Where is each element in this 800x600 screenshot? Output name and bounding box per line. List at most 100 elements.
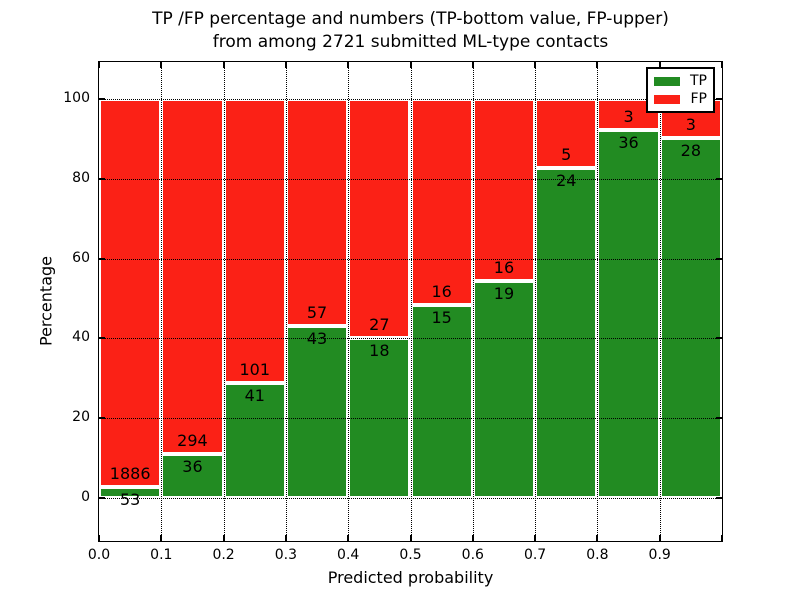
x-tick-mark <box>721 535 723 541</box>
y-tick-mark <box>716 496 722 499</box>
y-tick-mark <box>716 417 722 420</box>
tp-count-label: 28 <box>680 140 702 160</box>
y-tick-mark <box>99 417 105 420</box>
v-gridline <box>597 62 599 541</box>
x-tick-mark <box>222 535 225 541</box>
y-tick-label: 40 <box>72 329 90 346</box>
y-tick-label: 100 <box>63 90 90 107</box>
x-tick-label: 0.4 <box>337 547 360 563</box>
fp-bar-segment <box>99 99 162 487</box>
v-gridline <box>659 62 661 541</box>
x-tick-mark <box>409 62 412 68</box>
x-tick-mark <box>596 535 599 541</box>
x-tick-mark <box>471 62 474 68</box>
legend-swatch-fp <box>654 94 680 104</box>
x-tick-label: 0.3 <box>274 547 298 563</box>
tp-count-label: 15 <box>431 307 452 327</box>
x-tick-mark <box>98 62 100 68</box>
x-tick-mark <box>409 535 412 541</box>
fp-count-label: 3 <box>623 106 634 126</box>
v-gridline <box>535 62 537 541</box>
x-tick-mark <box>347 62 350 68</box>
x-tick-label: 0.1 <box>150 547 173 563</box>
y-tick-mark <box>99 257 105 260</box>
y-tick-label: 20 <box>72 409 90 426</box>
tp-count-label: 41 <box>244 385 265 405</box>
x-tick-mark <box>471 535 474 541</box>
x-tick-label: 0.6 <box>461 547 484 563</box>
y-tick-mark <box>99 177 105 180</box>
v-gridline <box>285 62 287 541</box>
fp-bar-segment <box>410 99 473 305</box>
x-tick-mark <box>534 535 537 541</box>
y-tick-label: 80 <box>72 169 90 186</box>
v-gridline <box>223 62 225 541</box>
v-gridline <box>348 62 350 541</box>
x-tick-label: 0.2 <box>212 547 235 563</box>
tp-bar-segment <box>223 382 286 498</box>
fp-bar-segment <box>348 99 411 339</box>
y-tick-mark <box>716 257 722 260</box>
fp-count-label: 5 <box>561 144 572 164</box>
tp-bar-segment <box>161 454 224 498</box>
legend-row-tp: TP <box>654 74 707 88</box>
x-tick-mark <box>658 62 661 68</box>
plot-area: 1886 53 294 36 101 41 57 43 27 18 16 15 16 19 5 24 3 36 3 2… <box>98 61 723 542</box>
legend-swatch-tp <box>654 76 680 86</box>
y-tick-label: 0 <box>81 488 90 505</box>
tp-bar-segment <box>535 167 598 498</box>
v-gridline <box>472 62 474 541</box>
x-tick-mark <box>347 535 350 541</box>
y-tick-mark <box>716 177 722 180</box>
fp-count-label: 27 <box>369 315 390 335</box>
fp-count-label: 57 <box>306 303 328 323</box>
tp-count-label: 18 <box>369 341 390 361</box>
tp-count-label: 36 <box>182 457 203 477</box>
fp-bar-segment <box>223 99 286 383</box>
x-tick-mark <box>222 62 225 68</box>
legend-label-fp: FP <box>690 91 708 107</box>
x-tick-mark <box>160 535 163 541</box>
tp-count-label: 36 <box>618 132 639 152</box>
fp-count-label: 1886 <box>109 464 151 484</box>
x-tick-mark <box>98 535 100 541</box>
tp-count-label: 43 <box>306 329 328 349</box>
x-tick-mark <box>596 62 599 68</box>
tp-bar-segment <box>659 137 722 498</box>
fp-bar-segment <box>535 99 598 168</box>
legend: TP FP <box>646 67 715 113</box>
tp-count-label: 53 <box>119 490 141 510</box>
y-tick-label: 60 <box>72 249 90 266</box>
fp-count-label: 294 <box>177 431 208 451</box>
x-tick-label: 0.5 <box>399 547 422 563</box>
x-tick-mark <box>160 62 163 68</box>
chart-title: TP /FP percentage and numbers (TP-bottom… <box>99 8 722 54</box>
tp-bar-segment <box>597 129 660 498</box>
fp-count-label: 16 <box>493 258 515 278</box>
x-tick-mark <box>284 535 287 541</box>
fp-bar-segment <box>472 99 536 282</box>
y-tick-mark <box>716 98 722 101</box>
x-tick-mark <box>534 62 537 68</box>
tp-bar-segment <box>472 281 536 498</box>
x-tick-mark <box>284 62 287 68</box>
v-gridline <box>161 62 163 541</box>
y-tick-mark <box>99 496 105 499</box>
y-tick-mark <box>99 98 105 101</box>
fp-count-label: 3 <box>685 114 696 134</box>
tp-count-label: 24 <box>556 170 577 190</box>
tp-count-label: 19 <box>493 284 515 304</box>
fp-bar-segment <box>161 99 224 455</box>
x-tick-label: 0.0 <box>87 547 111 563</box>
x-tick-label: 0.7 <box>523 547 547 563</box>
v-gridline <box>410 62 412 541</box>
y-tick-mark <box>716 337 722 340</box>
tp-bar-segment <box>410 304 473 498</box>
x-tick-mark <box>721 62 723 68</box>
legend-label-tp: TP <box>690 73 707 89</box>
tp-bar-segment <box>99 487 162 498</box>
x-tick-label: 0.9 <box>648 547 671 563</box>
x-axis-label: Predicted probability <box>327 568 494 587</box>
chart-title-line-1: TP /FP percentage and numbers (TP-bottom… <box>152 9 669 29</box>
